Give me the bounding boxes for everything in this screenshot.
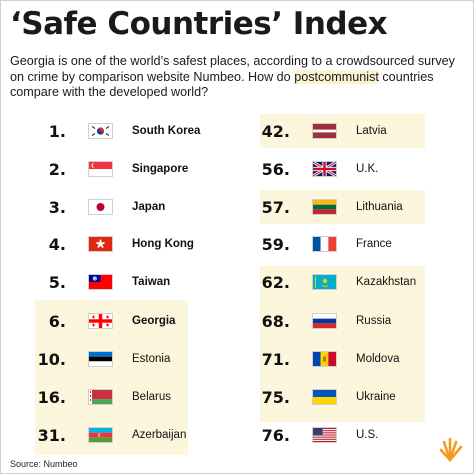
list-item: 10. Estonia <box>28 344 171 374</box>
france-flag-icon <box>312 236 337 252</box>
country-name: Latvia <box>356 125 387 137</box>
country-name: Singapore <box>132 163 189 175</box>
rank-number: 5. <box>48 272 66 292</box>
estonia-flag-icon <box>88 351 113 367</box>
country-name: France <box>356 238 392 250</box>
rank-number: 42. <box>261 121 290 141</box>
country-name: Azerbaijan <box>132 429 187 441</box>
country-name: Japan <box>132 201 166 213</box>
rank-number: 16. <box>37 387 66 407</box>
list-item: 2. Singapore <box>28 154 188 184</box>
page-title: ‘Safe Countries’ Index <box>10 6 388 42</box>
japan-flag-icon <box>88 199 113 215</box>
taiwan-flag-icon <box>88 274 113 290</box>
ukraine-flag-icon <box>312 389 337 405</box>
rank-number: 31. <box>37 425 66 445</box>
kazakhstan-flag-icon <box>312 274 337 290</box>
country-name: South Korea <box>132 125 201 137</box>
source-note: Source: Numbeo <box>10 459 78 469</box>
country-name: Hong Kong <box>132 238 194 250</box>
rank-number: 76. <box>261 425 290 445</box>
country-name: Belarus <box>132 391 171 403</box>
azerbaijan-flag-icon <box>88 427 113 443</box>
list-item: 1. South Korea <box>28 116 201 146</box>
russia-flag-icon <box>312 313 337 329</box>
country-name: Georgia <box>132 315 176 327</box>
country-name: Ukraine <box>356 391 396 403</box>
list-item: 3. Japan <box>28 192 165 222</box>
subtitle-text-start: Georgia is one of the world’s safest pla… <box>10 54 455 84</box>
rank-number: 71. <box>261 349 290 369</box>
country-name: U.S. <box>356 429 379 441</box>
rank-number: 6. <box>48 311 66 331</box>
uk-flag-icon <box>312 161 337 177</box>
rank-number: 59. <box>261 234 290 254</box>
country-name: Moldova <box>356 353 400 365</box>
us-flag-icon <box>312 427 337 443</box>
rank-number: 68. <box>261 311 290 331</box>
latvia-flag-icon <box>312 123 337 139</box>
rank-number: 4. <box>48 234 66 254</box>
list-item: 62. Kazakhstan <box>252 267 416 297</box>
list-item: 68. Russia <box>252 306 392 336</box>
country-name: Estonia <box>132 353 171 365</box>
right-highlight-band <box>260 114 425 148</box>
georgia-flag-icon <box>88 313 113 329</box>
list-item: 71. Moldova <box>252 344 400 374</box>
rferl-logo-icon <box>438 436 466 464</box>
rank-number: 56. <box>261 159 290 179</box>
list-item: 42. Latvia <box>252 116 387 146</box>
list-item: 76. U.S. <box>252 420 379 450</box>
rank-number: 2. <box>48 159 66 179</box>
country-name: Taiwan <box>132 276 171 288</box>
list-item: 6. Georgia <box>28 306 176 336</box>
list-item: 4. Hong Kong <box>28 229 194 259</box>
rank-number: 75. <box>261 387 290 407</box>
country-name: Kazakhstan <box>356 276 417 288</box>
subtitle: Georgia is one of the world’s safest pla… <box>10 54 466 101</box>
country-name: U.K. <box>356 163 379 175</box>
right-highlight-band <box>260 266 425 422</box>
country-name: Russia <box>356 315 392 327</box>
south-korea-flag-icon <box>88 123 113 139</box>
lithuania-flag-icon <box>312 199 337 215</box>
list-item: 56. U.K. <box>252 154 379 184</box>
list-item: 5. Taiwan <box>28 267 170 297</box>
subtitle-text-end: countries compare with the developed wor… <box>10 69 434 100</box>
subtitle-highlight: postcommunist <box>294 69 379 84</box>
rank-number: 10. <box>37 349 66 369</box>
singapore-flag-icon <box>88 161 113 177</box>
country-name: Lithuania <box>356 201 403 213</box>
rank-number: 62. <box>261 272 290 292</box>
list-item: 75. Ukraine <box>252 382 396 412</box>
belarus-flag-icon <box>88 389 113 405</box>
rank-number: 3. <box>48 197 66 217</box>
list-item: 16. Belarus <box>28 382 171 412</box>
moldova-flag-icon <box>312 351 337 367</box>
rank-number: 1. <box>48 121 66 141</box>
list-item: 31. Azerbaijan <box>28 420 187 450</box>
list-item: 57. Lithuania <box>252 192 403 222</box>
rank-number: 57. <box>261 197 290 217</box>
hong-kong-flag-icon <box>88 236 113 252</box>
right-highlight-band <box>260 190 425 224</box>
list-item: 59. France <box>252 229 392 259</box>
